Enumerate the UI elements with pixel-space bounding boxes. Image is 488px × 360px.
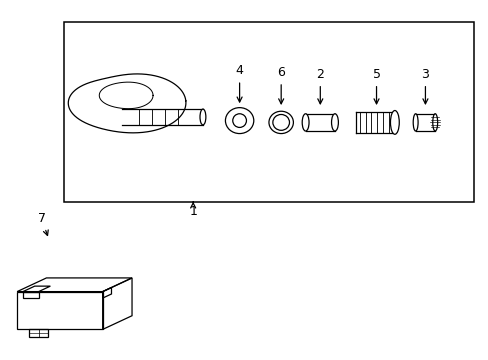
Ellipse shape: [432, 114, 437, 131]
Bar: [23, 292, 39, 298]
Ellipse shape: [331, 114, 338, 131]
Text: 4: 4: [235, 64, 243, 102]
Text: 1: 1: [189, 202, 197, 218]
Bar: [63, 22, 473, 202]
Text: 7: 7: [38, 212, 48, 235]
Ellipse shape: [200, 109, 205, 125]
Text: 2: 2: [316, 68, 324, 104]
Bar: [29, 329, 48, 337]
Text: 3: 3: [421, 68, 428, 104]
Ellipse shape: [302, 114, 308, 131]
Text: 6: 6: [277, 66, 285, 104]
Text: 5: 5: [372, 68, 380, 104]
Ellipse shape: [412, 114, 417, 131]
Ellipse shape: [389, 111, 398, 134]
